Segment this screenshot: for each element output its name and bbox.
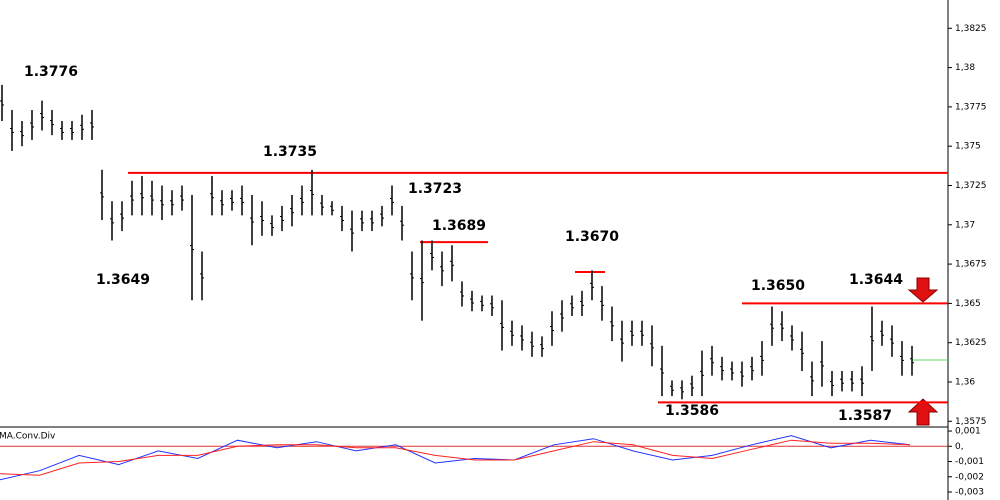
annotation: 1.3723 — [408, 181, 462, 197]
macd-title: MA.Conv.Div — [0, 432, 56, 442]
annotation: 1.3644 — [849, 272, 903, 288]
down-arrow — [907, 277, 939, 303]
y-tick-label: 1,38 — [955, 63, 975, 73]
y-tick-label: 1,3775 — [955, 102, 987, 112]
y-tick-label: -0,001 — [955, 457, 984, 467]
y-tick-label: -0,002 — [955, 472, 984, 482]
macd-line — [0, 435, 911, 481]
macd-line — [0, 439, 911, 476]
annotation: 1.3649 — [96, 272, 150, 288]
y-tick-label: 1,3725 — [955, 181, 987, 191]
annotation: 1.3689 — [432, 218, 486, 234]
y-tick-label: 0,001 — [955, 427, 981, 437]
annotation: 1.3670 — [565, 229, 619, 245]
annotation: 1.3587 — [838, 408, 892, 424]
annotation: 1.3776 — [24, 64, 78, 80]
y-tick-label: 1,36 — [955, 377, 975, 387]
y-tick-label: 1,3675 — [955, 260, 987, 270]
y-tick-label: 0, — [955, 442, 964, 452]
y-tick-label: 1,375 — [955, 142, 981, 152]
annotation: 1.3650 — [751, 278, 805, 294]
y-tick-label: -0,003 — [955, 488, 984, 498]
annotation: 1.3735 — [263, 144, 317, 160]
y-tick-label: 1,365 — [955, 299, 981, 309]
y-tick-label: 1,3575 — [955, 417, 987, 427]
y-tick-label: 1,37 — [955, 220, 975, 230]
up-arrow — [907, 398, 939, 426]
annotation: 1.3586 — [665, 403, 719, 419]
y-tick-label: 1,3625 — [955, 338, 987, 348]
y-tick-label: 1,3825 — [955, 24, 987, 34]
